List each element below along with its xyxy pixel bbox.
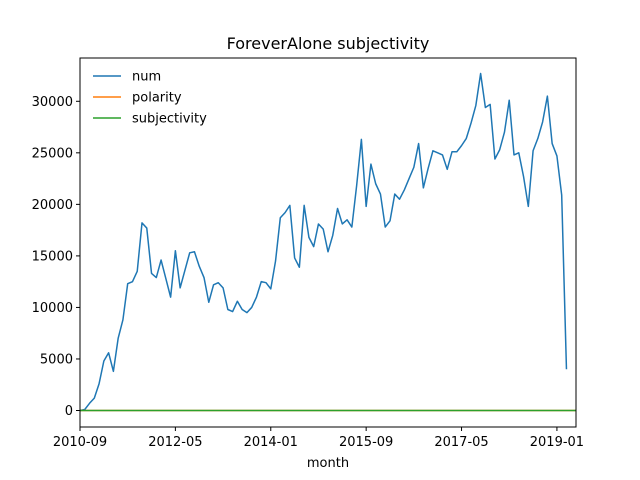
y-tick-label: 20000 [32, 198, 73, 213]
y-tick-label: 0 [65, 404, 73, 419]
x-tick-label: 2019-01 [530, 435, 584, 450]
x-axis: 2010-09 2012-05 2014-01 2015-09 2017-05 2019-… [53, 427, 584, 450]
legend-label-num: num [132, 70, 161, 85]
y-tick-label: 30000 [32, 95, 73, 110]
legend-frame [86, 62, 216, 132]
legend-label-subjectivity: subjectivity [132, 112, 207, 127]
plot-area [79, 72, 576, 412]
x-tick-label: 2010-09 [53, 435, 107, 450]
axes-frame [79, 57, 577, 428]
x-tick-label: 2014-01 [244, 435, 298, 450]
x-tick-label: 2015-09 [339, 435, 393, 450]
y-tick-label: 25000 [32, 146, 73, 161]
x-tick-label: 2017-05 [434, 435, 488, 450]
y-tick-label: 15000 [32, 249, 73, 264]
legend-label-polarity: polarity [132, 91, 182, 106]
legend: num polarity subjectivity [86, 62, 216, 132]
y-tick-label: 10000 [32, 301, 73, 316]
series-line-num [79, 72, 568, 412]
x-axis-label: month [307, 456, 349, 471]
y-tick-label: 5000 [40, 352, 73, 367]
chart-title: ForeverAlone subjectivity [227, 34, 430, 53]
y-axis: 0 5000 10000 15000 20000 25000 30000 [32, 95, 80, 419]
x-tick-label: 2012-05 [148, 435, 202, 450]
